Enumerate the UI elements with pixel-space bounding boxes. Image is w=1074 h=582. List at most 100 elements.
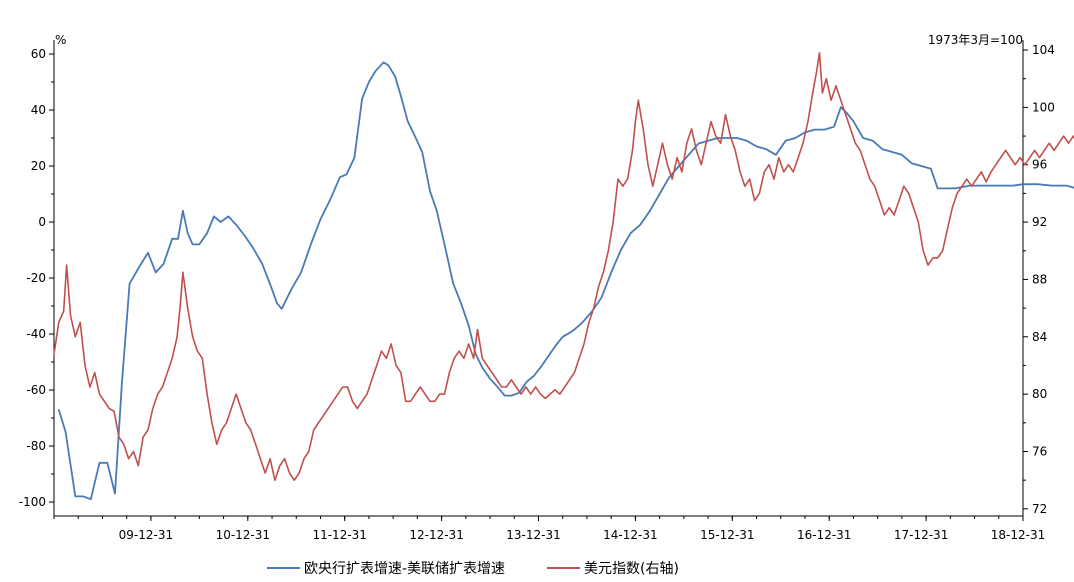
data-point <box>975 178 978 180</box>
x-axis-tick-label: 13-12-31 <box>506 528 560 542</box>
data-point <box>161 386 164 388</box>
data-point <box>598 286 600 288</box>
data-point <box>778 157 780 159</box>
data-point <box>123 443 125 445</box>
data-point <box>230 407 232 410</box>
data-point <box>562 336 564 338</box>
data-point <box>1058 142 1060 144</box>
legend: 欧央行扩表增速-美联储扩表增速 美元指数(右轴) <box>267 561 679 577</box>
data-point <box>147 252 149 254</box>
data-point <box>171 238 173 240</box>
data-point <box>818 52 821 54</box>
data-point <box>290 288 292 290</box>
data-point <box>792 171 794 173</box>
data-point <box>192 243 194 245</box>
data-point <box>177 238 179 240</box>
data-point <box>564 386 566 388</box>
data-point <box>825 78 827 80</box>
data-point <box>647 164 649 166</box>
data-point <box>998 185 1000 187</box>
data-point <box>901 154 903 156</box>
data-point <box>600 297 603 299</box>
data-point <box>58 321 60 323</box>
data-point <box>814 129 816 131</box>
data-point <box>749 178 751 180</box>
data-point <box>382 61 385 64</box>
data-point <box>176 336 178 338</box>
data-point <box>539 393 542 395</box>
data-point <box>835 85 837 87</box>
data-point <box>505 386 508 388</box>
data-point <box>310 243 312 245</box>
data-point <box>353 157 355 159</box>
data-point <box>375 70 377 72</box>
data-point <box>118 436 120 438</box>
data-point <box>201 357 203 359</box>
data-point <box>961 185 963 187</box>
data-point <box>240 407 242 410</box>
data-point <box>602 271 605 273</box>
data-point <box>410 400 412 402</box>
data-point <box>1022 183 1024 185</box>
data-point <box>1024 164 1026 166</box>
left-axis-tick-label: 20 <box>31 159 46 173</box>
data-point <box>612 221 614 223</box>
x-axis-tick-label: 09-12-31 <box>119 528 173 542</box>
data-point <box>533 375 535 377</box>
data-point <box>881 148 884 150</box>
data-point <box>356 407 358 410</box>
data-point <box>443 243 446 245</box>
x-axis-tick-label: 15-12-31 <box>700 528 754 542</box>
data-point <box>707 140 709 142</box>
data-point <box>443 393 446 395</box>
data-point <box>235 393 237 395</box>
data-point <box>128 458 130 460</box>
data-point <box>652 185 654 187</box>
data-point <box>166 372 168 374</box>
data-point <box>474 353 477 355</box>
data-point <box>893 214 895 216</box>
x-axis-tick-label: 16-12-31 <box>797 528 851 542</box>
data-point <box>830 99 832 101</box>
data-point <box>220 221 222 223</box>
data-point <box>371 379 373 381</box>
data-point <box>486 364 488 367</box>
x-axis-tick-label: 10-12-31 <box>216 528 270 542</box>
left-axis-tick-label: 0 <box>38 215 46 229</box>
data-point <box>520 393 522 395</box>
data-point <box>196 350 198 352</box>
data-point <box>98 393 101 395</box>
data-point <box>578 357 580 359</box>
data-point <box>705 142 707 144</box>
data-point <box>852 120 855 122</box>
data-point <box>342 386 344 388</box>
data-point <box>631 149 634 151</box>
data-point <box>657 164 659 166</box>
data-point <box>244 235 246 237</box>
data-point <box>79 321 81 323</box>
data-point <box>874 185 876 187</box>
data-point <box>891 151 893 153</box>
data-point <box>106 462 108 464</box>
data-point <box>917 221 919 223</box>
x-axis-tick-label: 12-12-31 <box>409 528 463 542</box>
data-point <box>879 200 881 202</box>
data-point <box>113 410 115 412</box>
data-point <box>259 458 261 460</box>
legend-label-ecb-fed: 欧央行扩表增速-美联储扩表增速 <box>304 561 505 577</box>
data-point <box>182 210 184 212</box>
data-point <box>147 429 149 431</box>
data-point <box>63 310 65 312</box>
data-point <box>279 465 281 467</box>
data-point <box>812 92 814 94</box>
data-point <box>695 149 698 151</box>
data-point <box>763 171 765 173</box>
data-point <box>821 92 824 94</box>
data-point <box>322 415 324 417</box>
data-point <box>920 165 922 167</box>
data-point <box>281 308 283 310</box>
data-point <box>504 395 506 397</box>
data-point <box>463 357 465 359</box>
data-point <box>366 393 368 395</box>
data-point <box>250 429 252 431</box>
